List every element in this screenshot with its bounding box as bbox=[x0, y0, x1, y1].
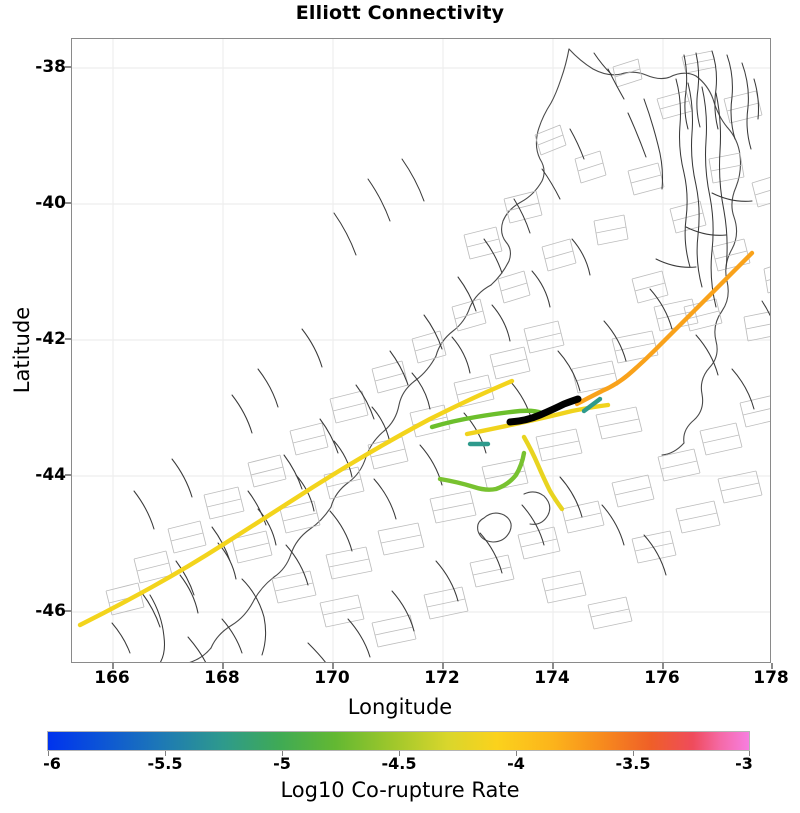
colorbar-tick-label: -5.5 bbox=[147, 754, 183, 773]
connected-fault-alpine-southwest bbox=[77, 378, 515, 628]
colorbar-tick-label: -3 bbox=[735, 754, 753, 773]
ytick-label: -44 bbox=[35, 465, 66, 485]
xtick-label: 176 bbox=[644, 668, 680, 688]
ytick-mark bbox=[65, 66, 71, 68]
xtick-mark bbox=[771, 663, 773, 669]
connected-fault-traces bbox=[77, 250, 755, 628]
ytick-mark bbox=[65, 338, 71, 340]
xtick-label: 178 bbox=[753, 668, 789, 688]
connected-fault-porters-pass bbox=[521, 434, 565, 512]
gridlines bbox=[72, 39, 770, 662]
xtick-label: 166 bbox=[94, 668, 130, 688]
colorbar-tick-mark bbox=[633, 751, 635, 756]
colorbar-tick-mark bbox=[399, 751, 401, 756]
colorbar-tick-label: -4 bbox=[507, 754, 525, 773]
connected-fault-hope-kekerengu-northeast bbox=[574, 250, 755, 407]
xtick-mark bbox=[222, 663, 224, 669]
ytick-mark bbox=[65, 202, 71, 204]
xtick-mark bbox=[552, 663, 554, 669]
ytick-label: -40 bbox=[35, 193, 66, 213]
ytick-label: -42 bbox=[35, 329, 66, 349]
connected-fault-southern-loop bbox=[437, 450, 527, 492]
xtick-label: 170 bbox=[314, 668, 350, 688]
map-axes[interactable] bbox=[71, 38, 771, 663]
x-axis-label: Longitude bbox=[347, 695, 453, 719]
colorbar[interactable] bbox=[47, 731, 750, 751]
xtick-label: 174 bbox=[534, 668, 570, 688]
xtick-mark bbox=[442, 663, 444, 669]
ytick-label: -46 bbox=[35, 601, 66, 621]
colorbar-tick-mark bbox=[48, 751, 50, 756]
connected-fault-awatere-branch bbox=[429, 408, 545, 430]
xtick-label: 172 bbox=[424, 668, 460, 688]
map-plot-area bbox=[72, 39, 770, 662]
ytick-mark bbox=[65, 474, 71, 476]
colorbar-tick-mark bbox=[165, 751, 167, 756]
colorbar-tick-label: -5 bbox=[273, 754, 291, 773]
colorbar-label: Log10 Co-rupture Rate bbox=[280, 778, 520, 802]
page-title: Elliott Connectivity bbox=[295, 2, 505, 24]
colorbar-tick-label: -6 bbox=[43, 754, 61, 773]
source-fault-elliott bbox=[506, 395, 582, 426]
colorbar-tick-label: -3.5 bbox=[615, 754, 651, 773]
colorbar-tick-label: -4.5 bbox=[381, 754, 417, 773]
colorbar-tick-mark bbox=[516, 751, 518, 756]
xtick-mark bbox=[332, 663, 334, 669]
y-axis-label: Latitude bbox=[10, 306, 34, 394]
ytick-mark bbox=[65, 610, 71, 612]
colorbar-gradient bbox=[47, 731, 750, 751]
colorbar-tick-mark bbox=[749, 751, 751, 756]
xtick-mark bbox=[112, 663, 114, 669]
map-svg bbox=[72, 39, 770, 662]
colorbar-tick-mark bbox=[282, 751, 284, 756]
fault-traces bbox=[111, 50, 770, 662]
ytick-label: -38 bbox=[35, 57, 66, 77]
xtick-label: 168 bbox=[204, 668, 240, 688]
connected-fault-teal-spur-east bbox=[581, 396, 603, 414]
xtick-mark bbox=[662, 663, 664, 669]
